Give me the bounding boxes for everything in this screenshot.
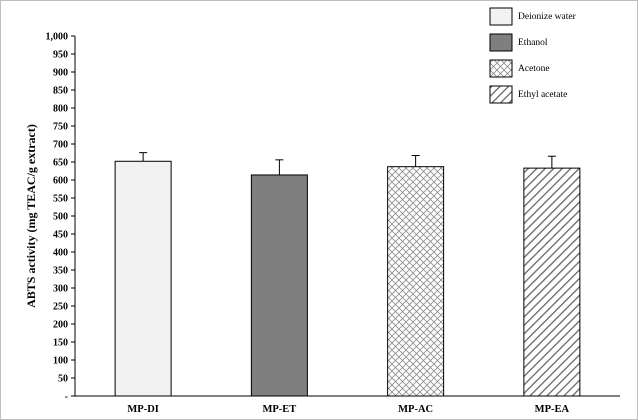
y-tick-label: 900 bbox=[53, 68, 68, 79]
bars bbox=[114, 152, 581, 397]
y-tick-label: 850 bbox=[53, 86, 68, 97]
legend-label: Ethanol bbox=[518, 38, 548, 48]
legend-swatch bbox=[489, 33, 513, 52]
bar-mp-ea bbox=[523, 167, 581, 397]
bar-mp-et bbox=[250, 174, 308, 397]
y-tick-label: 950 bbox=[53, 50, 68, 61]
y-tick-label: 1,000 bbox=[46, 32, 69, 43]
legend-swatch bbox=[489, 85, 513, 104]
y-tick-label: 450 bbox=[53, 230, 68, 241]
y-tick-label: 600 bbox=[53, 176, 68, 187]
legend-label: Acetone bbox=[518, 64, 550, 74]
x-tick-label: MP-EA bbox=[535, 404, 570, 415]
y-tick-label: 250 bbox=[53, 302, 68, 313]
y-tick-label: 100 bbox=[53, 356, 68, 367]
y-tick-label: 550 bbox=[53, 194, 68, 205]
y-tick-label: 300 bbox=[53, 284, 68, 295]
y-tick-label: - bbox=[65, 392, 68, 403]
y-tick-label: 700 bbox=[53, 140, 68, 151]
legend-label: Ethyl acetate bbox=[518, 90, 567, 100]
y-axis-label: ABTS activity (mg TEAC/g extract) bbox=[24, 124, 38, 308]
bar-mp-di bbox=[114, 160, 172, 397]
y-tick-label: 350 bbox=[53, 266, 68, 277]
legend-swatch bbox=[489, 7, 513, 26]
y-tick-label: 750 bbox=[53, 122, 68, 133]
y-tick-label: 650 bbox=[53, 158, 68, 169]
x-tick-label: MP-DI bbox=[127, 404, 159, 415]
x-tick-label: MP-AC bbox=[398, 404, 433, 415]
legend-label: Deionize water bbox=[518, 12, 577, 22]
y-tick-label: 500 bbox=[53, 212, 68, 223]
y-tick-label: 200 bbox=[53, 320, 68, 331]
y-tick-label: 150 bbox=[53, 338, 68, 349]
x-tick-label: MP-ET bbox=[262, 404, 296, 415]
bar-mp-ac bbox=[387, 166, 445, 397]
legend-swatch bbox=[489, 59, 513, 78]
legend: Deionize water Ethanol Acetone Ethyl acetat… bbox=[489, 7, 577, 104]
y-tick-label: 800 bbox=[53, 104, 68, 115]
y-tick-label: 50 bbox=[58, 374, 68, 385]
y-tick-label: 400 bbox=[53, 248, 68, 259]
